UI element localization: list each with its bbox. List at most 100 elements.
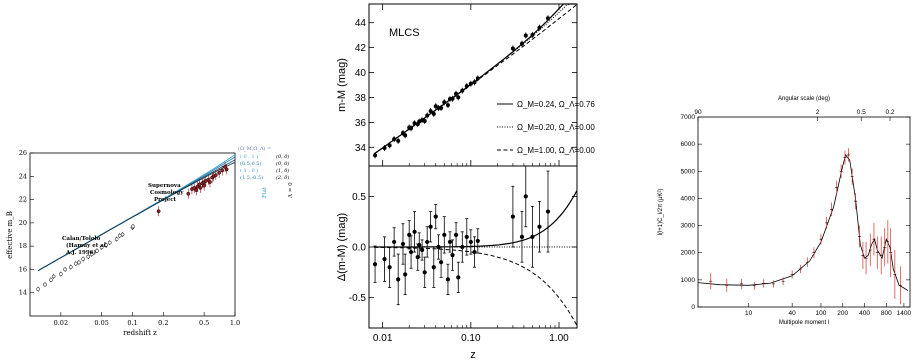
data-point — [208, 180, 212, 184]
data-point — [510, 46, 515, 51]
data-point — [450, 96, 455, 101]
data-point — [537, 224, 542, 229]
data-point — [63, 267, 67, 272]
data-point — [104, 243, 108, 247]
y-axis-label: l(l+1)C_l/2π (μK²) — [658, 189, 664, 236]
y-tick-label: 34 — [355, 143, 367, 154]
data-point — [460, 88, 465, 93]
legend-entry-alt: (0, 0) — [276, 153, 289, 160]
y-tick-label: 16 — [19, 265, 27, 273]
chart-title: MLCS — [389, 27, 420, 39]
data-points — [709, 148, 902, 305]
data-point — [537, 25, 542, 30]
x-tick-label: 200 — [837, 310, 848, 317]
legend: Ω_M=0.24, Ω_Λ=0.76 Ω_M=0.20, Ω_Λ=0.00 Ω_M=… — [497, 100, 595, 155]
annotation-calan-2: (Hamuy et al, — [66, 242, 108, 249]
data-point — [523, 194, 528, 199]
data-point — [89, 252, 94, 257]
data-point — [192, 186, 197, 190]
legend-entry-alt: (0, 0) — [276, 160, 289, 167]
data-point — [156, 209, 161, 214]
data-point — [81, 257, 85, 261]
data-point — [412, 121, 417, 126]
data-point — [419, 247, 425, 253]
y-tick-label: 40 — [355, 68, 367, 79]
legend-label: Ω_M=0.24, Ω_Λ=0.76 — [517, 100, 595, 109]
data-point — [523, 33, 528, 38]
x-tick-label: 800 — [881, 310, 892, 317]
y-tick-label: 24 — [19, 172, 27, 180]
data-point — [392, 239, 397, 245]
data-points-top — [373, 15, 550, 159]
legend-entry-params: ( 0 , 1 ) — [240, 153, 258, 160]
data-point — [73, 261, 78, 266]
data-point — [68, 265, 73, 269]
x-ticks: 0.02 0.05 0.1 0.2 0.5 1.0 — [54, 312, 240, 327]
y-tick-label: 1000 — [681, 277, 696, 284]
data-point — [428, 224, 433, 229]
y-tick-label: 20 — [19, 219, 27, 227]
data-point — [456, 275, 461, 280]
data-points — [36, 161, 229, 292]
y-tick-label: 2000 — [681, 250, 696, 257]
data-point — [202, 183, 206, 188]
annotation-calan-3: A.J. 1996) — [65, 249, 96, 256]
data-point — [403, 272, 408, 277]
data-point — [400, 241, 406, 247]
data-point — [425, 239, 430, 245]
data-point — [454, 91, 459, 96]
data-point — [468, 81, 473, 86]
plot-frame — [697, 116, 911, 308]
annotation-scp-3: Project — [154, 197, 177, 203]
data-point — [403, 133, 408, 138]
data-point — [95, 248, 99, 253]
data-point — [415, 255, 420, 260]
x-tick-label: 1.0 — [230, 319, 240, 327]
y-tick-label: 26 — [19, 149, 27, 157]
x-axis-label: redshift z — [123, 329, 157, 337]
data-point — [422, 270, 427, 275]
data-point — [59, 272, 63, 276]
chart-supernova-hubble: 0.02 0.05 0.1 0.2 0.5 1.0 14 16 18 20 22 24 26 effe… — [6, 145, 294, 337]
y-tick-label: 6000 — [681, 141, 696, 148]
data-point — [442, 100, 447, 105]
model-curve — [374, 246, 578, 326]
data-point — [519, 41, 524, 46]
legend-flat-label: Flat — [262, 186, 268, 198]
data-point — [114, 237, 119, 242]
data-point — [131, 224, 135, 229]
x-tick-label: 0.5 — [199, 319, 209, 327]
data-point — [519, 234, 525, 239]
y-tick-label: 7000 — [681, 114, 696, 121]
y-tick-label: 22 — [19, 196, 27, 204]
x-axis-label: Multipole moment l — [779, 320, 829, 326]
data-point — [468, 239, 473, 245]
x-tick-label: 0.2 — [158, 319, 168, 327]
data-point — [86, 254, 91, 259]
data-point — [396, 138, 401, 143]
data-point — [545, 16, 550, 21]
data-point — [213, 173, 218, 177]
y-tick-label: 0 — [691, 304, 695, 311]
x-tick-label: 0.01 — [373, 333, 393, 344]
y-axis-label: effective m_B — [6, 211, 14, 259]
y-tick-label: 18 — [19, 242, 27, 250]
y-tick-label: 0.5 — [352, 192, 366, 203]
y-ticks: 14 16 18 20 22 24 26 — [19, 149, 34, 297]
data-point — [422, 118, 427, 123]
data-point — [438, 260, 444, 265]
legend-entry-alt: (1, 0) — [276, 167, 289, 174]
data-point — [460, 244, 465, 250]
x-tick-label: 100 — [816, 310, 827, 317]
data-point — [49, 278, 53, 282]
legend-entries: ( 0 , 1 ) (0, 0)(0.5,0.5) (0, 0)( 1 , 0 )(… — [240, 153, 289, 181]
top-tick-label: 2 — [816, 109, 820, 116]
data-point — [217, 170, 221, 175]
chart-cmb-power-spectrum: 10 40 100 200 400 800 1400 0 1000 2000 3000 4000 500… — [658, 96, 912, 326]
y-tick-label: -0.5 — [349, 293, 367, 304]
y-tick-label: 42 — [355, 43, 367, 54]
data-point — [464, 84, 469, 89]
data-point — [433, 214, 438, 219]
data-point — [392, 137, 397, 142]
